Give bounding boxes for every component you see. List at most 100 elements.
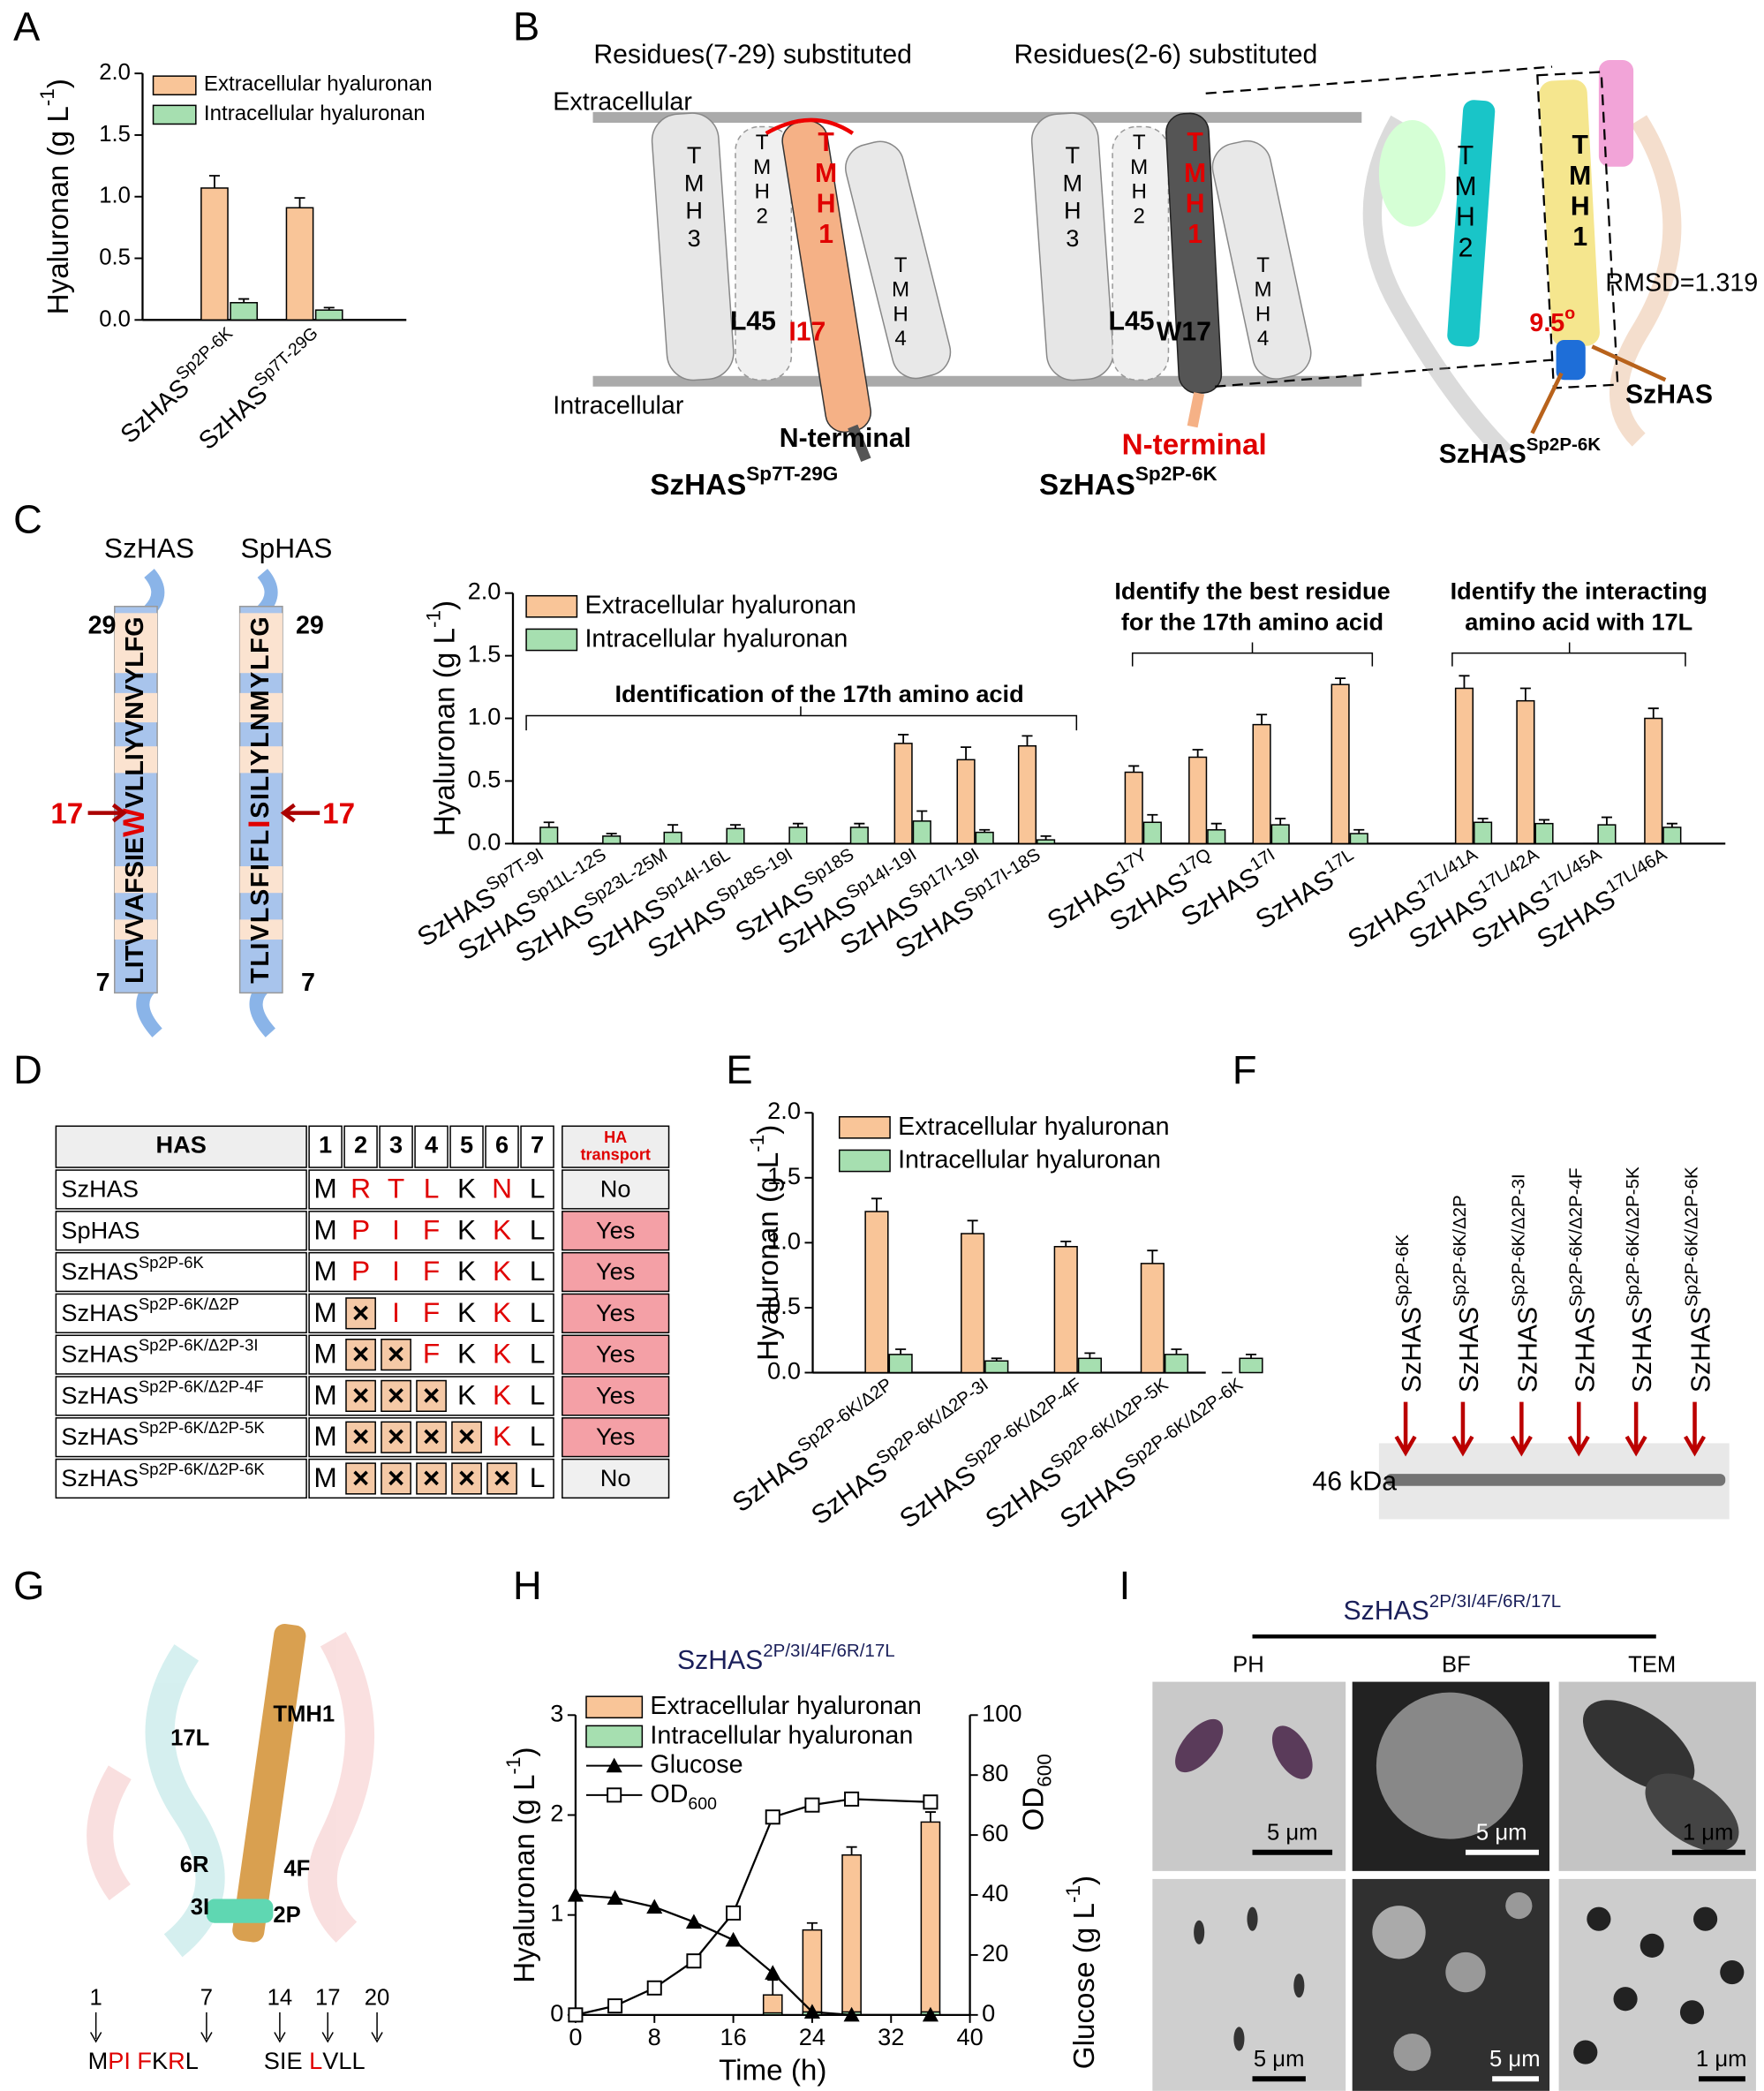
residue: L: [530, 1296, 546, 1328]
b-title: Residues(2-6) substituted: [1014, 40, 1318, 69]
marker: [803, 2004, 820, 2019]
error-bar: [1459, 675, 1470, 689]
bracket: [525, 706, 1078, 731]
residue: M: [313, 1461, 336, 1493]
intracellular-label: Intracellular: [553, 391, 684, 419]
y2-axis-label: OD600: [1017, 1754, 1056, 1831]
scale-label: 5 μm: [1267, 1820, 1318, 1845]
error-bar: [991, 1357, 1002, 1362]
bar: [1037, 839, 1056, 845]
panel-label: H: [513, 1563, 542, 1608]
table-cell: [308, 1169, 554, 1210]
bar: [1454, 687, 1474, 845]
residue: ×: [352, 1379, 369, 1412]
bar: [1534, 822, 1554, 845]
residue-label: L45: [730, 306, 776, 336]
x-tick-label: 24: [799, 2023, 825, 2050]
table-cell: [55, 1293, 307, 1333]
legend-label: Intracellular hyaluronan: [650, 1721, 913, 1749]
bar: [893, 743, 913, 845]
residue: ×: [388, 1421, 404, 1453]
lane-label: SzHASSp2P-6K: [1392, 1234, 1427, 1393]
y2-tick-label: 100: [982, 1699, 1021, 1726]
helix: [651, 112, 735, 381]
helix: [1556, 339, 1586, 381]
panel-label: E: [726, 1047, 752, 1092]
marker: [568, 2007, 584, 2023]
bar: [285, 207, 314, 321]
bar: [975, 831, 994, 845]
deleted-cell: [381, 1421, 411, 1453]
legend-label: Intracellular hyaluronan: [898, 1145, 1161, 1174]
error-bar: [1128, 765, 1140, 773]
zoom-box: [1536, 71, 1619, 389]
bar: [762, 1994, 783, 2016]
deleted-cell: [416, 1421, 447, 1453]
transport: No: [600, 1175, 631, 1203]
scale-label: 1 μm: [1683, 1820, 1734, 1845]
y-tick-label: 0.0: [468, 828, 501, 856]
scale-label: 5 μm: [1476, 1820, 1527, 1845]
panel-label: C: [13, 497, 42, 542]
y-tick-label: 0.5: [767, 1292, 801, 1319]
helix: [1030, 112, 1114, 381]
error-bar: [1538, 819, 1550, 824]
y-axis-label: Hyaluronan (g L-1): [747, 1125, 785, 1361]
error-bar: [729, 824, 742, 829]
error-bar: [294, 197, 305, 208]
annotation: Identify the best residue: [1114, 577, 1390, 605]
bar: [1239, 1357, 1263, 1374]
chart: 0 1 2 3 Hyaluronan (g L-1) Extracellular hyal…: [503, 1692, 1022, 2050]
protein-name: SpHAS: [240, 532, 332, 564]
residue: K: [493, 1296, 511, 1328]
bar: [1053, 1246, 1078, 1374]
table-cell: [55, 1251, 307, 1293]
legend-marker: [606, 1757, 622, 1773]
bar: [539, 827, 559, 845]
n-tail: [848, 424, 871, 463]
error-bar: [667, 824, 679, 833]
residue: K: [493, 1255, 511, 1287]
scale-label: 5 μm: [1254, 2047, 1305, 2072]
y-tick-label: 0.5: [99, 245, 131, 269]
residue: L: [530, 1255, 546, 1287]
position: 20: [365, 1986, 390, 2011]
lane-label: SzHASSp2P-6K/Δ2P: [1450, 1195, 1484, 1393]
lane-label: SzHASSp2P-6K/Δ2P-6K: [1682, 1166, 1716, 1393]
deleted-cell: [345, 1297, 376, 1330]
bar: [912, 820, 931, 845]
y-tick-label: 2: [550, 1800, 563, 1827]
table-cell: [55, 1417, 307, 1458]
table-header: HA: [604, 1129, 627, 1146]
residue: ×: [494, 1462, 510, 1495]
error-bar: [1647, 707, 1659, 719]
y-tick-label: 3: [550, 1699, 563, 1726]
y2-tick-label: 60: [982, 1819, 1008, 1846]
error-bar: [1666, 822, 1677, 827]
sequence: LITVVAFSIEWVLLIYVNVYLFG: [117, 617, 151, 984]
legend-swatch: [525, 594, 578, 618]
residue: K: [457, 1338, 476, 1370]
line: [575, 1798, 931, 2016]
error-bar: [961, 746, 972, 760]
annotation: amino acid with 17L: [1465, 608, 1692, 636]
helix: [1112, 125, 1170, 381]
panel-label: A: [13, 4, 41, 49]
panel-f: 46 kDa: [1312, 1443, 1730, 1520]
bar: [984, 1360, 1009, 1374]
y-tick-label: 2.0: [99, 60, 131, 85]
cells: [1175, 1692, 1745, 2072]
table-header-cell: [379, 1125, 413, 1168]
legend-swatch: [585, 1725, 644, 1748]
lane-label: SzHASSp2P-6K/Δ2P-5K: [1623, 1166, 1657, 1393]
b-title: Residues(7-29) substituted: [593, 40, 912, 69]
residue: ×: [352, 1297, 369, 1330]
bar: [1349, 833, 1368, 845]
row-name: SzHASSp2P-6K/Δ2P-3I: [61, 1336, 258, 1368]
deleted-cell: [451, 1462, 482, 1495]
angle: 9.5o: [1529, 304, 1575, 336]
residue: M: [313, 1421, 336, 1453]
